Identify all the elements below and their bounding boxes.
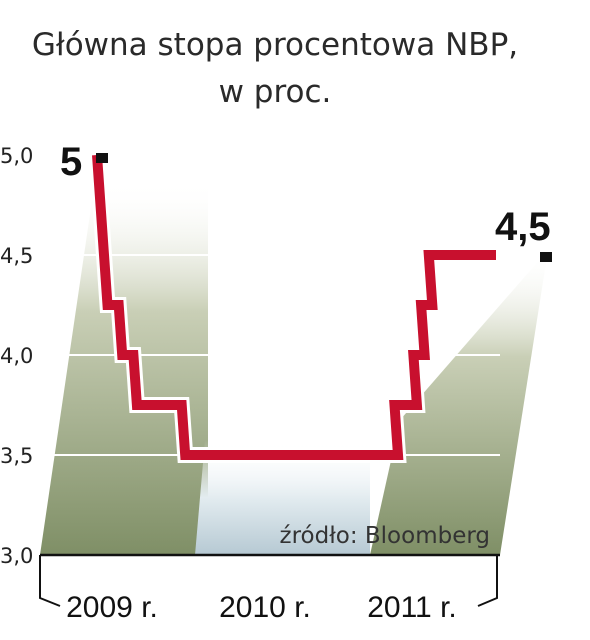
chart-title-line1: Główna stopa procentowa NBP,: [32, 27, 518, 63]
start-value-marker: [96, 153, 108, 163]
x-bracket-left: [39, 555, 61, 607]
x-axis-label: 2009 r.: [66, 591, 158, 624]
rate-line: [92, 154, 496, 460]
end-value-label: 4,5: [495, 205, 551, 249]
y-tick-label: 4,0: [0, 344, 33, 368]
y-tick-label: 4,5: [0, 244, 33, 268]
band-2009: [40, 180, 208, 555]
year-bands: [40, 180, 548, 555]
end-value-marker: [540, 252, 552, 262]
y-tick-label: 3,0: [0, 544, 33, 568]
y-axis-ticks: 3,0 3,5 4,0 4,5 5,0: [0, 144, 33, 568]
y-tick-label: 3,5: [0, 444, 33, 468]
x-axis-label: 2010 r.: [219, 591, 311, 624]
y-tick-label: 5,0: [0, 144, 33, 168]
x-bracket-right: [477, 555, 498, 607]
source-note: źródło: Bloomberg: [280, 523, 490, 549]
band-2011: [370, 250, 548, 555]
chart-title-line2: w proc.: [219, 74, 332, 110]
band-2010: [195, 440, 370, 555]
series-group: [89, 154, 496, 463]
start-value-label: 5: [60, 140, 82, 184]
x-axis-labels: 2009 r. 2010 r. 2011 r.: [66, 591, 457, 624]
x-axis-label: 2011 r.: [367, 591, 457, 624]
